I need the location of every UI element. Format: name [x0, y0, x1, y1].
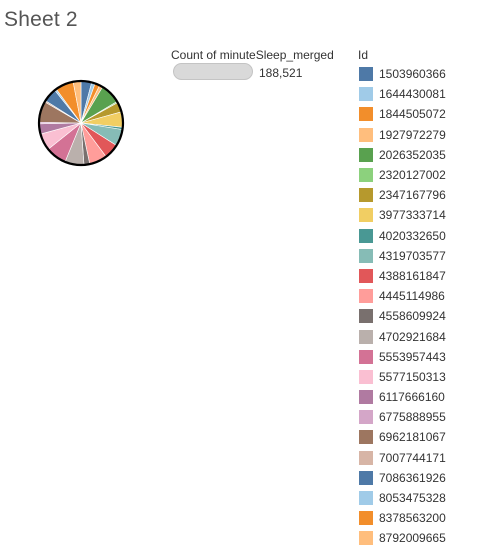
legend-swatch — [359, 410, 373, 425]
legend-swatch — [359, 491, 373, 506]
legend-label: 6117666160 — [379, 390, 445, 405]
legend-swatch — [359, 470, 373, 485]
legend-label: 4020332650 — [379, 228, 446, 243]
legend-label: 5577150313 — [379, 369, 446, 384]
legend-swatch — [359, 531, 373, 546]
legend-item-4319703577[interactable]: 4319703577 — [359, 246, 446, 266]
legend-swatch — [359, 450, 373, 465]
legend-swatch — [359, 87, 373, 102]
legend-item-5577150313[interactable]: 5577150313 — [359, 367, 446, 387]
pie-chart[interactable] — [36, 78, 126, 168]
legend-swatch — [359, 67, 373, 82]
legend-swatch — [359, 147, 373, 162]
legend-swatch — [359, 349, 373, 364]
legend-swatch — [359, 127, 373, 142]
legend-swatch — [359, 289, 373, 304]
legend-swatch — [359, 511, 373, 526]
color-legend-title: Id — [358, 48, 369, 62]
legend-item-6962181067[interactable]: 6962181067 — [359, 427, 446, 447]
legend-swatch — [359, 208, 373, 223]
color-legend: 1503960366 1644430081 1844505072 1927972279… — [359, 64, 446, 549]
legend-swatch — [359, 268, 373, 283]
legend-item-1844505072[interactable]: 1844505072 — [359, 104, 446, 124]
legend-label: 7086361926 — [379, 470, 446, 485]
legend-label: 4388161847 — [379, 268, 446, 283]
legend-item-6117666160[interactable]: 6117666160 — [359, 387, 446, 407]
legend-label: 2320127002 — [379, 168, 446, 183]
legend-label: 1927972279 — [379, 127, 446, 142]
legend-item-1644430081[interactable]: 1644430081 — [359, 84, 446, 104]
legend-item-4558609924[interactable]: 4558609924 — [359, 306, 446, 326]
size-legend-title: Count of minuteSleep_merged — [171, 48, 334, 62]
legend-label: 4702921684 — [379, 329, 446, 344]
legend-item-6775888955[interactable]: 6775888955 — [359, 407, 446, 427]
legend-label: 6775888955 — [379, 410, 446, 425]
legend-item-2347167796[interactable]: 2347167796 — [359, 185, 446, 205]
legend-label: 1644430081 — [379, 87, 446, 102]
legend-swatch — [359, 248, 373, 263]
legend-label: 4319703577 — [379, 248, 446, 263]
legend-swatch — [359, 188, 373, 203]
legend-label: 4558609924 — [379, 309, 446, 324]
legend-label: 3977333714 — [379, 208, 446, 223]
legend-label: 2347167796 — [379, 188, 446, 203]
sheet-title: Sheet 2 — [4, 8, 78, 31]
legend-item-8053475328[interactable]: 8053475328 — [359, 488, 446, 508]
legend-label: 8378563200 — [379, 511, 446, 526]
legend-swatch — [359, 228, 373, 243]
legend-item-3977333714[interactable]: 3977333714 — [359, 205, 446, 225]
legend-item-4445114986[interactable]: 4445114986 — [359, 286, 446, 306]
legend-item-1503960366[interactable]: 1503960366 — [359, 64, 446, 84]
legend-item-4020332650[interactable]: 4020332650 — [359, 226, 446, 246]
legend-swatch — [359, 168, 373, 183]
legend-item-8378563200[interactable]: 8378563200 — [359, 508, 446, 528]
legend-item-4388161847[interactable]: 4388161847 — [359, 266, 446, 286]
legend-swatch — [359, 390, 373, 405]
legend-item-7007744171[interactable]: 7007744171 — [359, 448, 446, 468]
legend-label: 8053475328 — [379, 491, 446, 506]
legend-swatch — [359, 369, 373, 384]
legend-item-4702921684[interactable]: 4702921684 — [359, 326, 446, 346]
legend-swatch — [359, 430, 373, 445]
pie-border — [37, 79, 125, 167]
legend-swatch — [359, 309, 373, 324]
pie-chart-container — [36, 78, 126, 168]
legend-item-5553957443[interactable]: 5553957443 — [359, 347, 446, 367]
legend-swatch — [359, 329, 373, 344]
legend-item-8792009665[interactable]: 8792009665 — [359, 528, 446, 548]
size-legend-bar — [173, 63, 253, 80]
legend-label: 7007744171 — [379, 450, 446, 465]
legend-label: 6962181067 — [379, 430, 446, 445]
legend-label: 2026352035 — [379, 147, 446, 162]
legend-label: 1844505072 — [379, 107, 446, 122]
legend-label: 1503960366 — [379, 67, 446, 82]
legend-item-1927972279[interactable]: 1927972279 — [359, 125, 446, 145]
size-legend-value: 188,521 — [259, 66, 303, 80]
legend-label: 8792009665 — [379, 531, 446, 546]
legend-item-2320127002[interactable]: 2320127002 — [359, 165, 446, 185]
legend-item-2026352035[interactable]: 2026352035 — [359, 145, 446, 165]
legend-item-7086361926[interactable]: 7086361926 — [359, 468, 446, 488]
legend-swatch — [359, 107, 373, 122]
legend-label: 4445114986 — [379, 289, 445, 304]
legend-label: 5553957443 — [379, 349, 446, 364]
